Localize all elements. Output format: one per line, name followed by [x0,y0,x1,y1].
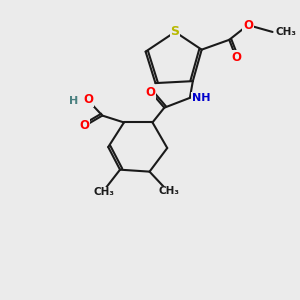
Text: S: S [171,26,180,38]
Text: CH₃: CH₃ [275,27,296,37]
Text: O: O [243,19,253,32]
Text: CH₃: CH₃ [94,187,115,197]
Text: CH₃: CH₃ [159,186,180,196]
Text: H: H [69,96,78,106]
Text: O: O [80,119,90,132]
Text: O: O [83,93,94,106]
Text: NH: NH [192,93,210,103]
Text: O: O [231,51,241,64]
Text: O: O [146,86,155,99]
